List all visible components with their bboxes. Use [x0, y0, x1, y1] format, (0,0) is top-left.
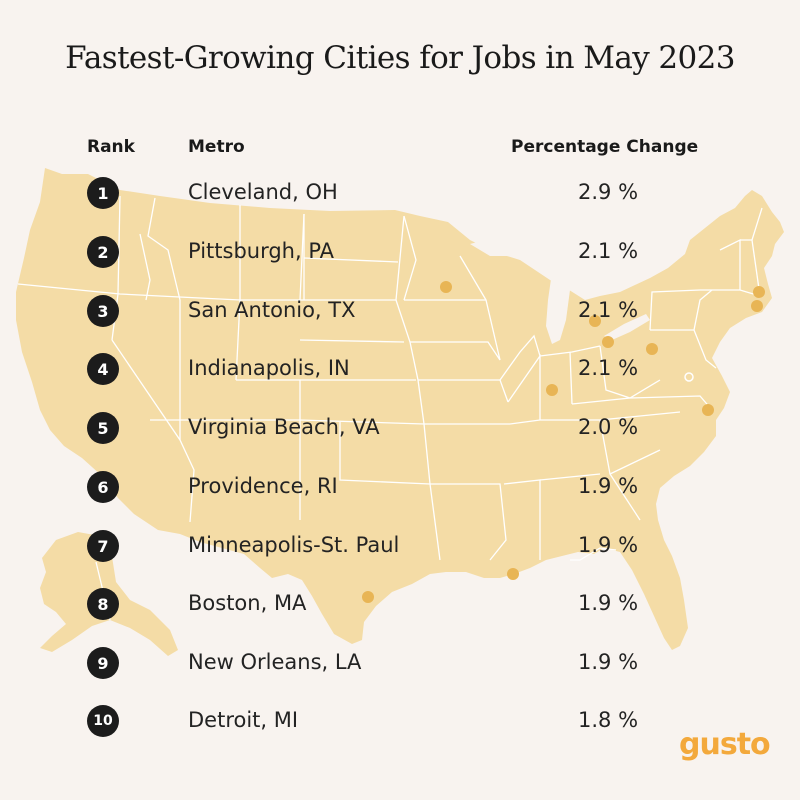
marker-new-orleans [507, 568, 519, 580]
metro-name: Minneapolis-St. Paul [188, 533, 400, 557]
table-row: 9 New Orleans, LA 1.9 % [0, 645, 800, 685]
marker-boston [753, 286, 765, 298]
marker-pittsburgh [646, 343, 658, 355]
metro-name: Boston, MA [188, 591, 307, 615]
lake-superior [470, 236, 552, 256]
rank-badge: 10 [87, 705, 119, 737]
rank-badge: 4 [87, 353, 119, 385]
rank-badge: 8 [87, 588, 119, 620]
contiguous-us-shape [16, 168, 784, 650]
metro-name: Virginia Beach, VA [188, 415, 380, 439]
percentage-change: 2.1 % [578, 239, 639, 263]
table-row: 3 San Antonio, TX 2.1 % [0, 293, 800, 333]
header-percentage-change: Percentage Change [511, 137, 699, 157]
table-row: 2 Pittsburgh, PA 2.1 % [0, 234, 800, 274]
metro-name: Pittsburgh, PA [188, 239, 335, 263]
rank-badge: 2 [87, 236, 119, 268]
table-row: 5 Virginia Beach, VA 2.0 % [0, 410, 800, 450]
metro-name: Indianapolis, IN [188, 356, 350, 380]
marker-cleveland [602, 336, 614, 348]
percentage-change: 2.9 % [578, 180, 639, 204]
table-row: 6 Providence, RI 1.9 % [0, 469, 800, 509]
dc-marker-outline [684, 372, 694, 382]
table-row: 4 Indianapolis, IN 2.1 % [0, 351, 800, 391]
header-rank: Rank [87, 137, 135, 157]
table-row: 1 Cleveland, OH 2.9 % [0, 175, 800, 215]
rank-badge: 3 [87, 295, 119, 327]
percentage-change: 1.8 % [578, 708, 639, 732]
gusto-logo: gusto [679, 727, 771, 762]
percentage-change: 2.1 % [578, 298, 639, 322]
percentage-change: 2.1 % [578, 356, 639, 380]
rank-badge: 9 [87, 647, 119, 679]
percentage-change: 1.9 % [578, 591, 639, 615]
percentage-change: 1.9 % [578, 474, 639, 498]
marker-virginia-beach [702, 404, 714, 416]
metro-name: San Antonio, TX [188, 298, 356, 322]
state-borders [17, 195, 763, 621]
table-row: 7 Minneapolis-St. Paul 1.9 % [0, 528, 800, 568]
table-row: 10 Detroit, MI 1.8 % [0, 703, 800, 743]
marker-minneapolis-st-paul [440, 281, 452, 293]
metro-name: Cleveland, OH [188, 180, 338, 204]
metro-name: Providence, RI [188, 474, 338, 498]
marker-providence [751, 300, 763, 312]
page-title: Fastest-Growing Cities for Jobs in May 2… [65, 40, 735, 76]
rank-badge: 5 [87, 412, 119, 444]
marker-detroit [589, 315, 601, 327]
city-markers [362, 281, 765, 603]
metro-name: New Orleans, LA [188, 650, 362, 674]
lake-erie [604, 314, 650, 340]
header-metro: Metro [188, 137, 245, 157]
table-row: 8 Boston, MA 1.9 % [0, 586, 800, 626]
percentage-change: 1.9 % [578, 533, 639, 557]
percentage-change: 2.0 % [578, 415, 639, 439]
rank-badge: 1 [87, 177, 119, 209]
rank-badge: 7 [87, 530, 119, 562]
rank-badge: 6 [87, 471, 119, 503]
marker-indianapolis [546, 384, 558, 396]
percentage-change: 1.9 % [578, 650, 639, 674]
metro-name: Detroit, MI [188, 708, 299, 732]
marker-san-antonio [362, 591, 374, 603]
lake-michigan [546, 266, 570, 344]
